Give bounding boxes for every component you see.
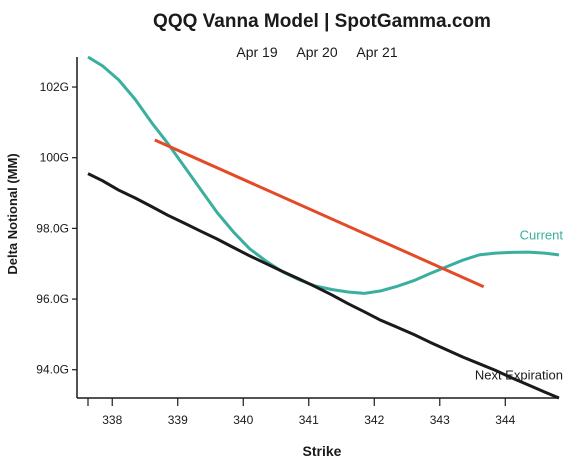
date-labels: Apr 19 Apr 20 Apr 21: [236, 44, 397, 60]
date-label: Apr 19: [236, 44, 277, 60]
y-tick-label: 102G: [40, 80, 69, 94]
next-expiration-line: [87, 172, 560, 400]
red-trend-line: [154, 138, 485, 289]
x-tick-label: 341: [299, 413, 319, 427]
y-tick-label: 98.0G: [36, 221, 69, 235]
x-tick-label: 340: [233, 413, 253, 427]
chart-title: QQQ Vanna Model | SpotGamma.com: [153, 11, 491, 32]
date-label: Apr 20: [296, 44, 337, 60]
current-line: [87, 55, 560, 295]
x-tick-label: 339: [168, 413, 188, 427]
x-axis-label: Strike: [303, 443, 342, 459]
x-tick-label: 342: [364, 413, 384, 427]
y-axis-label: Delta Notional (MM): [5, 153, 20, 274]
series-group: [87, 55, 560, 400]
x-ticks: 338 339 340 341 342 343 344: [87, 398, 516, 427]
y-tick-label: 100G: [40, 151, 69, 165]
x-tick-label: 338: [102, 413, 122, 427]
date-label: Apr 21: [356, 44, 397, 60]
y-tick-label: 94.0G: [36, 363, 69, 377]
series-labels: Current Next Expiration: [475, 227, 564, 382]
y-ticks: 94.0G 96.0G 98.0G 100G 102G: [36, 80, 77, 377]
x-tick-label: 343: [430, 413, 450, 427]
y-tick-label: 96.0G: [36, 292, 69, 306]
series-label-current: Current: [520, 227, 564, 242]
series-label-next-expiration: Next Expiration: [475, 367, 563, 382]
x-tick-label: 344: [495, 413, 515, 427]
